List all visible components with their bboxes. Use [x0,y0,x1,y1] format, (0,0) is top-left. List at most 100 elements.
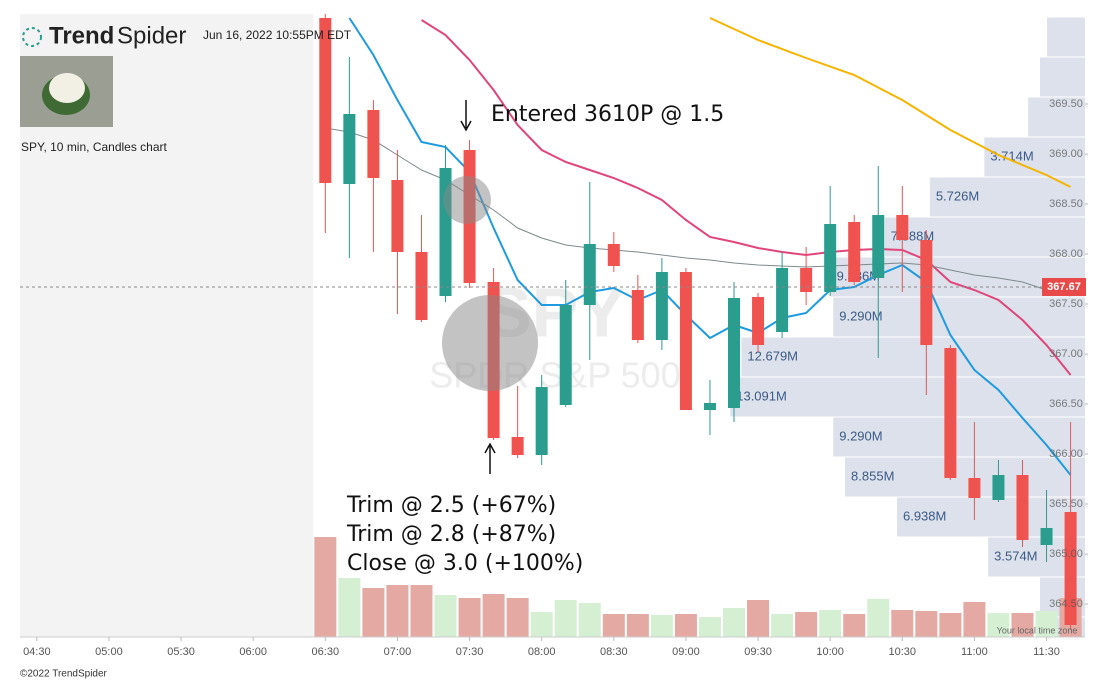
candle-body [367,110,380,178]
candle-body [800,268,813,292]
x-tick-label: 04:30 [23,646,51,658]
y-tick-label: 366.00 [1049,448,1083,460]
candle-body [319,18,332,183]
candle-body [535,387,548,455]
ma-line [709,17,1072,188]
overlay: 364.50 365.00 365.50 366.00 366.50 367.00 367.… [20,98,1088,658]
profile-label: 9.290M [839,428,882,443]
volume-bar [867,599,890,637]
volume-bar [314,537,337,637]
volume-bar [987,613,1010,637]
volume-bar [891,610,914,637]
candle-body [848,222,861,282]
x-tick-label: 05:30 [167,646,195,658]
volume-bar [362,588,385,637]
profile-bar [845,457,1085,497]
candle-body [511,437,524,455]
profile-label: 5.726M [936,188,979,203]
y-tick-label: 368.00 [1049,248,1083,260]
candle-body [968,478,981,498]
y-tick-label: 364.50 [1049,598,1083,610]
volume-bar [795,612,818,637]
volume-bar [338,578,361,637]
thumbnail [20,56,113,127]
y-tick-label: 369.00 [1049,148,1083,160]
logo: Trend Spider [22,22,186,49]
candle-body [896,215,909,240]
thumbnail-head [49,73,85,103]
ma-line [420,19,1072,376]
volume-bar [939,613,962,637]
y-tick-label: 366.50 [1049,398,1083,410]
volume-bar [843,614,866,637]
x-tick-label: 08:00 [528,646,556,658]
profile-bar [884,217,1085,257]
copyright: ©2022 TrendSpider [20,669,108,680]
x-tick-label: 10:30 [889,646,917,658]
x-tick-label: 06:30 [312,646,340,658]
arrow [460,100,472,132]
y-tick-label: 368.50 [1049,198,1083,210]
volume-bar [674,614,697,637]
profile-label: 9.290M [839,308,882,323]
x-tick-label: 05:00 [95,646,123,658]
last-price-box [1042,278,1086,296]
x-tick-label: 10:00 [816,646,844,658]
candle-body [752,297,765,345]
volume-bar [963,602,986,637]
candle-body [559,305,572,405]
profile-bar [1040,57,1085,97]
logo-icon [22,27,42,47]
candle-body [679,272,692,410]
annotation: Trim @ 2.5 (+67%) [346,493,556,518]
candle-body [992,475,1005,500]
candle-body [583,244,596,305]
profile-bar [833,417,1085,457]
highlight-circle [443,176,491,224]
profile-bar [1047,17,1085,57]
highlight-circle [442,295,538,391]
volume-bar [626,614,649,637]
volume-bar [530,612,553,637]
volume-bar [602,614,625,637]
x-tick-label: 07:00 [384,646,412,658]
annotation: Entered 3610P @ 1.5 [491,102,724,127]
volume-bar [578,603,601,637]
profile-bar [833,297,1085,337]
candle-body [631,290,644,340]
x-tick-label: 07:30 [456,646,484,658]
candle-body [728,298,741,408]
chart-title: SPY, 10 min, Candles chart [21,140,168,154]
profile-bar [741,337,1085,377]
brand-light: Spider [117,22,186,49]
y-tick-label: 369.50 [1049,98,1083,110]
candle-body [1040,528,1053,545]
profile-label: 3.714M [990,148,1033,163]
volume-bar [1011,613,1034,637]
volume-bar [458,598,481,637]
volume-bar [1035,611,1058,637]
profile-bar [929,177,1085,217]
volume-bar [650,615,673,637]
volume-bar [506,598,529,637]
timestamp: Jun 16, 2022 10:55PM EDT [203,28,352,42]
x-tick-label: 08:30 [600,646,628,658]
annotation: Trim @ 2.8 (+87%) [346,522,556,547]
x-tick-label: 09:30 [744,646,772,658]
profile-label: 8.855M [851,468,894,483]
volume-bar [554,600,577,637]
profile-label: 3.574M [994,548,1037,563]
volume-bar [482,594,505,637]
y-tick-label: 365.50 [1049,498,1083,510]
volume-bar [819,610,842,637]
candle-body [1064,512,1077,625]
timezone-note: Your local time zone [997,625,1078,635]
candle-body [872,215,885,278]
arrow [484,442,496,474]
x-tick-label: 11:30 [1033,646,1060,658]
y-tick-label: 365.00 [1049,548,1083,560]
volume-bar [771,614,794,637]
x-tick-label: 09:00 [672,646,700,658]
last-price-label: 367.67 [1047,281,1081,293]
